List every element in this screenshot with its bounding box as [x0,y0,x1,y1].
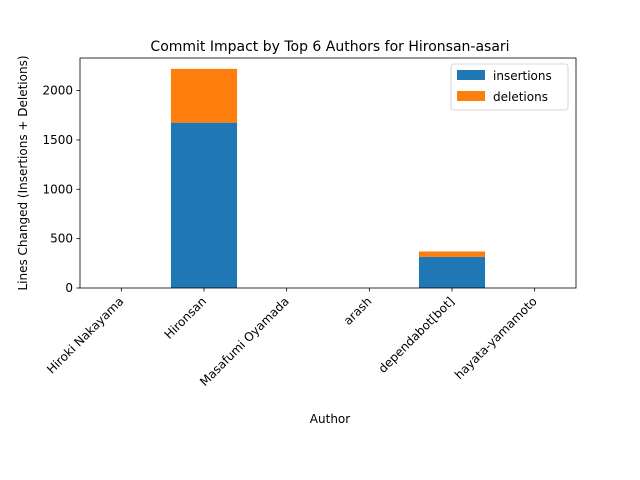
y-tick-label-2: 1000 [42,182,73,196]
y-tick-label-1: 500 [50,232,73,246]
bar-deletions-1 [170,68,238,123]
legend-swatch-insertions [457,70,485,80]
x-tick-label-0: Hiroki Nakayama [44,294,126,376]
y-axis-title: Lines Changed (Insertions + Deletions) [16,55,30,290]
bars-layer [170,68,486,288]
x-tick-label-4: dependabot[bot] [376,294,458,376]
x-tick-label-3: arash [341,294,375,328]
x-tick-label-5: hayata-yamamoto [452,294,540,382]
x-axis-title: Author [310,412,350,426]
legend: insertions deletions [450,63,569,111]
bar-insertions-4 [418,256,486,288]
y-tick-label-3: 1500 [42,133,73,147]
x-tick-label-2: Masafumi Oyamada [197,294,292,389]
legend-label-insertions: insertions [493,69,552,83]
plot-frame [79,57,577,289]
chart-title: Commit Impact by Top 6 Authors for Hiron… [150,39,509,55]
bar-insertions-1 [170,122,238,288]
legend-label-deletions: deletions [493,90,548,104]
y-tick-label-4: 2000 [42,84,73,98]
legend-swatch-deletions [457,91,485,101]
x-tick-label-1: Hironsan [162,294,210,342]
y-tick-label-0: 0 [65,281,73,295]
bar-deletions-4 [418,251,486,257]
